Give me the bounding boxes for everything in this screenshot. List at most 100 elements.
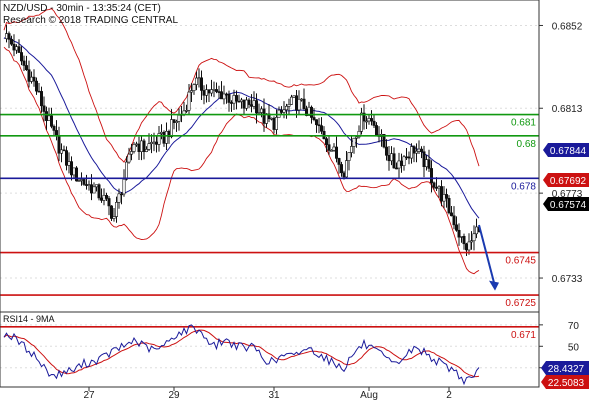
candle-body: [112, 216, 116, 219]
candle-body: [284, 105, 288, 111]
bollinger-lower-band: [3, 46, 480, 275]
price-axis-label: 0.6852: [552, 21, 583, 32]
candle-body: [384, 146, 388, 156]
candle-body: [222, 93, 226, 100]
candle-body: [7, 33, 11, 40]
candle-body: [62, 149, 66, 152]
candle-body: [372, 120, 376, 126]
candle-body: [262, 108, 266, 124]
candle-body: [250, 104, 254, 107]
candle-body: [255, 100, 259, 114]
candle-body: [329, 149, 333, 152]
candle-body: [259, 108, 263, 113]
price-tags: 0.67844 0.67692 0.67574: [543, 143, 589, 211]
level-label-resistance: 0.681: [511, 118, 536, 129]
candle-body: [105, 195, 109, 199]
support-resistance-levels: 0.681 0.68 0.678 0.6745 0.6725 0.671: [0, 113, 539, 341]
candle-body: [202, 90, 206, 96]
candle-body: [467, 241, 471, 251]
candle-body: [57, 135, 61, 154]
candle-body: [274, 117, 278, 130]
candle-body: [387, 155, 391, 162]
candle-body: [439, 186, 443, 202]
rsi-ma-value-tag: [541, 375, 589, 389]
candle-body: [170, 119, 174, 138]
candle-body: [332, 146, 336, 151]
candle-body: [402, 156, 406, 166]
moving-average: [3, 35, 480, 219]
rsi-title: RSI14 - 9MA: [3, 314, 55, 324]
x-axis-label: 31: [268, 390, 280, 400]
candle-body: [394, 167, 398, 170]
candle-body: [349, 146, 353, 153]
price-tag-box: [543, 173, 589, 187]
candle-body: [17, 46, 21, 53]
candle-body: [77, 180, 81, 182]
candle-body: [190, 90, 194, 93]
candle-body: [175, 121, 179, 123]
price-axis-label: 0.6813: [552, 104, 583, 115]
candle-body: [417, 148, 421, 152]
candle-body: [92, 186, 96, 194]
candle-body: [412, 146, 416, 154]
candle-body: [137, 143, 141, 152]
candle-body: [334, 146, 338, 159]
candle-body: [22, 60, 26, 66]
candle-body: [459, 236, 463, 238]
level-label-support: 0.671: [511, 330, 536, 341]
candle-body: [299, 98, 303, 101]
candle-body: [115, 202, 119, 217]
candle-body: [127, 153, 131, 163]
candle-body: [292, 95, 296, 98]
candle-body: [162, 131, 166, 144]
price-y-axis: 0.6852 0.6813 0.6773 0.6733: [539, 21, 583, 285]
candle-body: [135, 143, 139, 146]
candle-body: [419, 148, 423, 153]
rsi-lines: [3, 324, 480, 386]
candle-body: [12, 43, 16, 51]
rsi-value-tags: 28.4327 22.5083: [541, 361, 589, 389]
candle-body: [242, 99, 246, 109]
candle-body: [102, 195, 106, 201]
candle-body: [367, 118, 371, 122]
candle-body: [120, 193, 124, 196]
candle-body: [225, 93, 229, 96]
price-axis-label: 0.6733: [552, 274, 583, 285]
candle-body: [152, 141, 156, 144]
candle-body: [472, 233, 476, 242]
candle-body: [122, 178, 126, 195]
moving-average-line: [3, 35, 480, 219]
candle-body: [359, 112, 363, 132]
candle-body: [172, 119, 176, 123]
candle-body: [312, 117, 316, 120]
bollinger-bands: [3, 8, 480, 275]
candle-body: [245, 99, 249, 109]
candle-body: [414, 150, 418, 154]
candle-body: [80, 179, 84, 181]
candle-body: [117, 193, 121, 203]
forecast-arrow-head: [489, 280, 499, 291]
candle-body: [100, 197, 104, 201]
x-axis-label: 27: [83, 390, 95, 400]
candle-body: [337, 158, 341, 165]
forecast-arrow-shaft: [478, 224, 495, 283]
price-axis-label: 0.6773: [552, 189, 583, 200]
candle-body: [342, 172, 346, 178]
candle-body: [177, 114, 181, 122]
candle-body: [32, 76, 36, 82]
candle-body: [95, 184, 99, 188]
candle-body: [362, 112, 366, 122]
candle-body: [27, 69, 31, 82]
candle-body: [130, 151, 134, 155]
candle-body: [277, 109, 281, 118]
candle-body: [15, 46, 19, 51]
candle-body: [212, 89, 216, 91]
candle-body: [157, 133, 161, 145]
x-axis-label: 2: [446, 390, 452, 400]
candle-body: [155, 141, 159, 145]
candle-body: [140, 140, 144, 152]
candle-body: [354, 136, 358, 139]
price-tag-label: 0.67692: [550, 176, 587, 187]
